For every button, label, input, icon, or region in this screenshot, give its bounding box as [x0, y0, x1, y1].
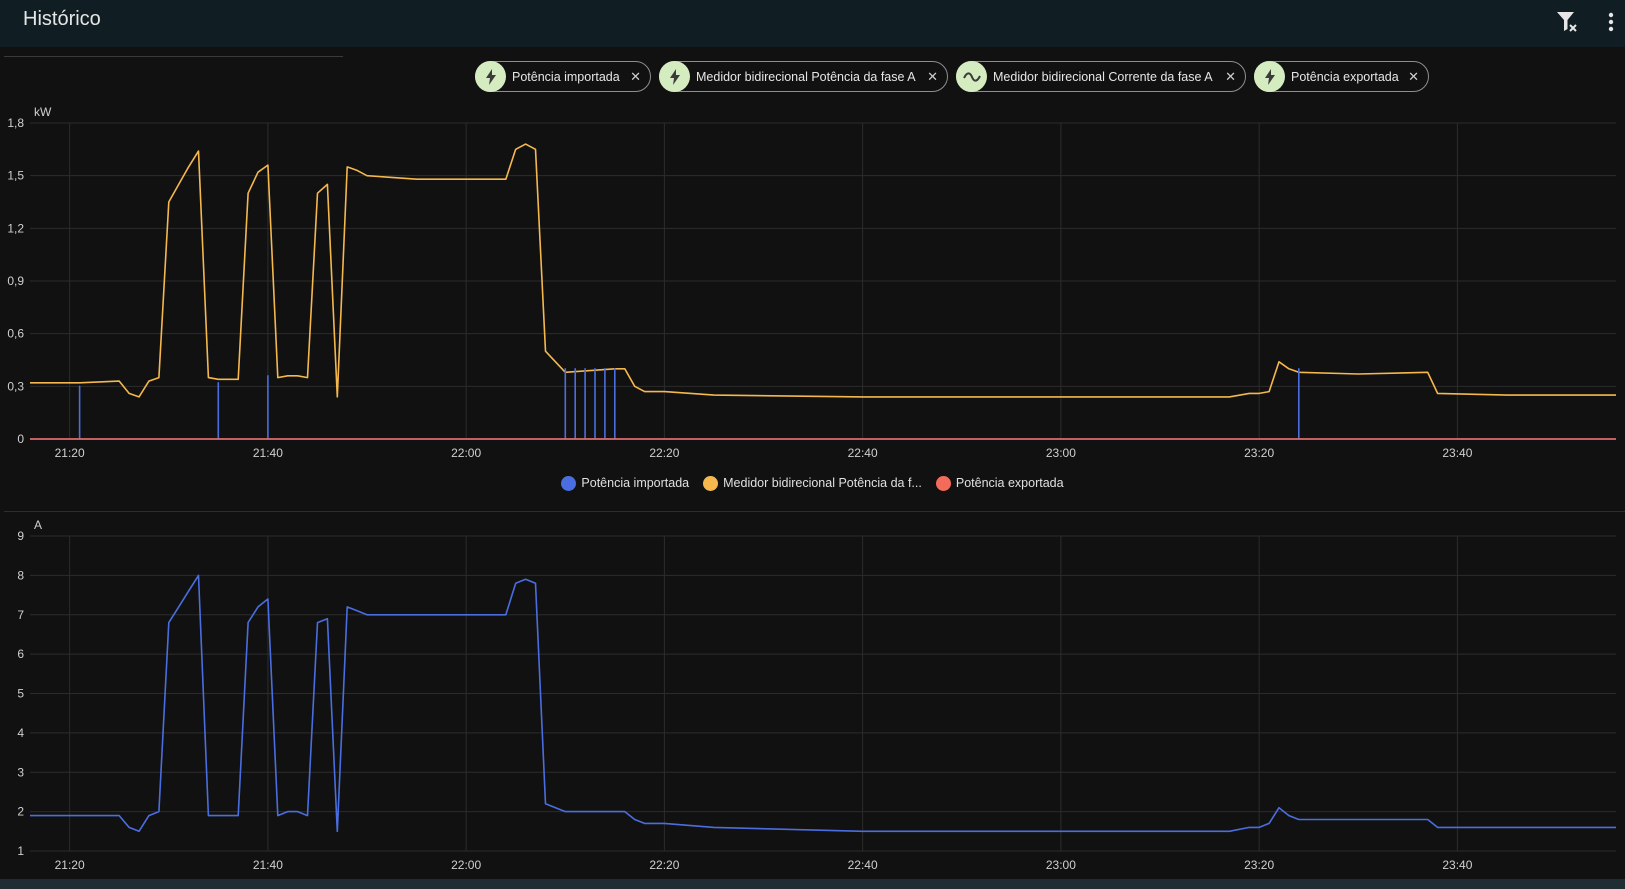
- x-tick-label: 22:40: [848, 446, 878, 460]
- y-tick-label: 9: [17, 529, 24, 543]
- x-tick-label: 22:00: [451, 446, 481, 460]
- chip-corrente-fase-a[interactable]: Medidor bidirecional Corrente da fase A …: [956, 61, 1246, 92]
- y-tick-label: 7: [17, 608, 24, 622]
- clear-filter-button[interactable]: [1553, 8, 1581, 36]
- y-tick-label: 3: [17, 765, 24, 779]
- x-tick-label: 22:20: [649, 858, 679, 872]
- chip-remove-icon[interactable]: ✕: [1225, 68, 1236, 84]
- y-axis-unit-label: kW: [34, 105, 52, 119]
- y-axis-unit-label: A: [34, 518, 42, 532]
- x-tick-label: 23:40: [1442, 858, 1472, 872]
- y-tick-label: 2: [17, 805, 24, 819]
- chip-label: Medidor bidirecional Potência da fase A: [696, 69, 916, 84]
- y-tick-label: 0,6: [7, 327, 24, 341]
- y-tick-label: 8: [17, 568, 24, 582]
- legend-label: Potência importada: [581, 476, 690, 490]
- chip-label: Potência importada: [512, 69, 620, 84]
- y-tick-label: 5: [17, 687, 24, 701]
- chip-remove-icon[interactable]: ✕: [630, 68, 641, 84]
- x-tick-label: 21:40: [253, 858, 283, 872]
- x-tick-label: 21:40: [253, 446, 283, 460]
- legend-label: Potência exportada: [955, 476, 1064, 490]
- x-tick-label: 23:20: [1244, 446, 1274, 460]
- chip-remove-icon[interactable]: ✕: [1408, 68, 1419, 84]
- x-tick-label: 23:00: [1046, 858, 1076, 872]
- dots-vertical-icon: [1608, 12, 1614, 32]
- chart-divider: [4, 511, 1625, 512]
- flash-icon: [659, 61, 690, 92]
- legend-dot-icon: [561, 475, 577, 491]
- date-picker-underline: [4, 56, 343, 57]
- y-tick-label: 1,5: [7, 169, 24, 183]
- x-tick-label: 21:20: [55, 858, 85, 872]
- power-history-chart[interactable]: 0 0,3 0,6 0,9 1,2 1,5 1,8 21:20 21:40 22:00 22:20 2…: [0, 105, 1625, 460]
- chip-potencia-exportada[interactable]: Potência exportada ✕: [1254, 61, 1429, 92]
- y-tick-label: 0: [17, 432, 24, 446]
- chart-legend: Potência importada Medidor bidirecional …: [0, 475, 1625, 491]
- y-tick-label: 4: [17, 726, 24, 740]
- x-tick-label: 23:40: [1442, 446, 1472, 460]
- current-history-chart[interactable]: 1 2 3 4 5 6 7 8 9 21:20 21:40 22:00 22:20 22:40 23:00 2…: [0, 518, 1625, 876]
- series-line[interactable]: [30, 143, 1616, 398]
- y-tick-label: 1: [17, 844, 24, 858]
- entity-chip-row: Potência importada ✕ Medidor bidireciona…: [0, 61, 1625, 95]
- x-tick-label: 22:00: [451, 858, 481, 872]
- x-tick-label: 22:40: [848, 858, 878, 872]
- y-tick-label: 1,8: [7, 116, 24, 130]
- legend-item-potencia-importada[interactable]: Potência importada: [561, 475, 689, 491]
- y-tick-label: 0,3: [7, 379, 24, 393]
- x-tick-label: 23:00: [1046, 446, 1076, 460]
- chip-potencia-importada[interactable]: Potência importada ✕: [475, 61, 651, 92]
- chip-remove-icon[interactable]: ✕: [927, 68, 938, 84]
- top-app-bar: Histórico: [0, 0, 1625, 47]
- x-tick-label: 21:20: [55, 446, 85, 460]
- y-tick-label: 0,9: [7, 274, 24, 288]
- flash-icon: [475, 61, 506, 92]
- series-line[interactable]: [30, 574, 1616, 833]
- legend-item-potencia-exportada[interactable]: Potência exportada: [935, 475, 1064, 491]
- x-tick-label: 22:20: [649, 446, 679, 460]
- legend-label: Medidor bidirecional Potência da f...: [723, 476, 922, 490]
- legend-dot-icon: [703, 475, 719, 491]
- y-tick-label: 6: [17, 647, 24, 661]
- flash-icon: [1254, 61, 1285, 92]
- x-tick-label: 23:20: [1244, 858, 1274, 872]
- sine-wave-icon: [956, 61, 987, 92]
- page-title: Histórico: [23, 8, 101, 30]
- chip-potencia-fase-a[interactable]: Medidor bidirecional Potência da fase A …: [659, 61, 948, 92]
- legend-item-potencia-fase-a[interactable]: Medidor bidirecional Potência da f...: [703, 475, 922, 491]
- y-tick-label: 1,2: [7, 221, 24, 235]
- legend-dot-icon: [935, 475, 951, 491]
- bottom-strip: [0, 879, 1625, 889]
- more-menu-button[interactable]: [1601, 8, 1621, 36]
- series-line[interactable]: [30, 367, 1616, 440]
- chip-label: Medidor bidirecional Corrente da fase A: [993, 69, 1213, 84]
- filter-remove-icon: [1557, 12, 1577, 32]
- chip-label: Potência exportada: [1291, 69, 1399, 84]
